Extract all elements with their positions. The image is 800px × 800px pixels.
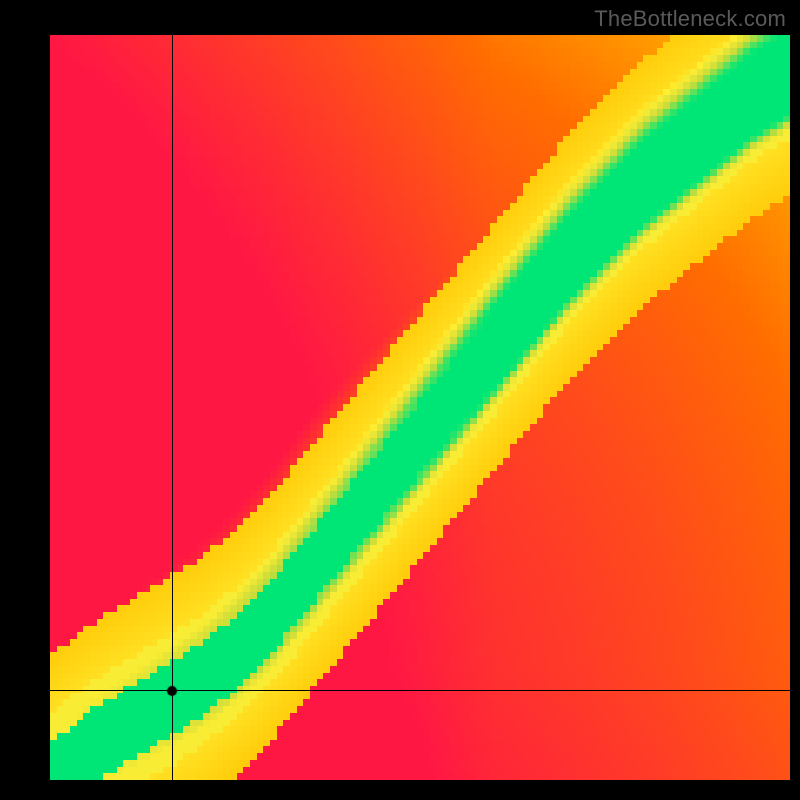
root: TheBottleneck.com (0, 0, 800, 800)
crosshair-marker (166, 685, 178, 697)
watermark-text: TheBottleneck.com (594, 6, 786, 32)
plot-frame (0, 0, 800, 800)
crosshair-horizontal (50, 690, 790, 691)
heatmap-canvas (50, 35, 790, 780)
crosshair-vertical (172, 35, 173, 780)
